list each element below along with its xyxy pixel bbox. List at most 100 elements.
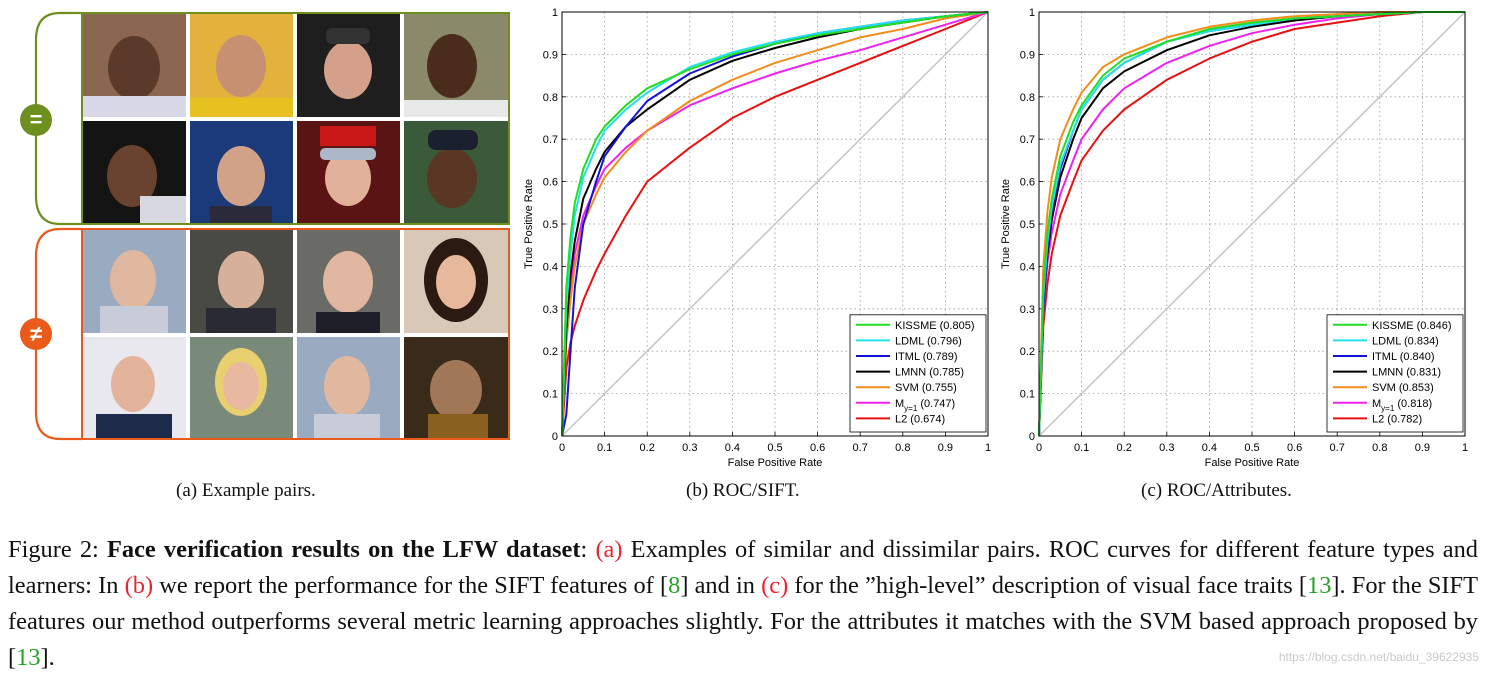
x-tick-label: 0 bbox=[1036, 442, 1042, 454]
y-axis-label: True Positive Rate bbox=[1000, 179, 1012, 269]
not-equal-sign-label: ≠ bbox=[30, 321, 42, 346]
legend-entry: LMNN (0.785) bbox=[895, 367, 964, 379]
roc-curve-6 bbox=[561, 11, 989, 437]
y-tick-label: 0.5 bbox=[1020, 219, 1035, 231]
y-tick-label: 0.4 bbox=[543, 261, 558, 273]
x-tick-label: 0.4 bbox=[725, 442, 740, 454]
caption-text-3: ] and in bbox=[680, 572, 762, 599]
roc-curve-4 bbox=[1038, 11, 1465, 437]
legend-entry: ITML (0.789) bbox=[895, 351, 958, 363]
face-photo bbox=[297, 121, 400, 223]
roc-curve-4 bbox=[561, 11, 989, 437]
x-tick-label: 0.8 bbox=[895, 442, 910, 454]
similar-group-frame bbox=[81, 12, 510, 225]
y-tick-label: 0.9 bbox=[1020, 49, 1035, 61]
x-tick-label: 0.9 bbox=[1415, 442, 1430, 454]
y-tick-label: 0.9 bbox=[543, 49, 558, 61]
x-tick-label: 0.6 bbox=[1287, 442, 1302, 454]
x-tick-label: 0.7 bbox=[853, 442, 868, 454]
not-equal-sign-icon bbox=[20, 318, 52, 350]
x-tick-label: 0.1 bbox=[1074, 442, 1089, 454]
roc-sift-chart: 0 0.1 0.2 0.3 0.4 0.5 0.6 0.7 0.8 0.9 1 0 0.1 0.2 0.3 0… bbox=[523, 7, 991, 469]
face-photo bbox=[190, 337, 293, 438]
roc-curve-0 bbox=[561, 11, 989, 437]
y-tick-label: 0.5 bbox=[543, 219, 558, 231]
equal-sign-icon bbox=[20, 104, 52, 136]
x-tick-label: 0.7 bbox=[1330, 442, 1345, 454]
citation-link-8[interactable]: 8 bbox=[668, 572, 681, 599]
y-tick-label: 0.2 bbox=[1020, 346, 1035, 358]
citation-link-13[interactable]: 13 bbox=[1307, 572, 1332, 599]
x-tick-label: 0.9 bbox=[938, 442, 953, 454]
figure-caption: Figure 2: Face verification results on t… bbox=[8, 532, 1478, 676]
face-photo bbox=[297, 337, 400, 438]
caption-text-5: ]. For the SIFT features our method outp… bbox=[8, 572, 1478, 671]
axes-frame bbox=[1038, 11, 1466, 437]
chance-diagonal bbox=[1038, 11, 1466, 437]
ref-link-c[interactable]: (c) bbox=[761, 572, 789, 599]
caption-text-4: for the ”high-level” description of visu… bbox=[788, 572, 1308, 599]
caption-text-2: we report the performance for the SIFT f… bbox=[153, 572, 669, 599]
roc-curve-5 bbox=[1038, 11, 1465, 437]
legend-entry: SVM (0.755) bbox=[895, 382, 957, 394]
face-photo bbox=[404, 14, 508, 117]
y-tick-label: 0.2 bbox=[543, 346, 558, 358]
caption-text-1: Examples of similar and dissimilar pairs… bbox=[8, 536, 1478, 599]
face-photo bbox=[190, 121, 293, 223]
dissimilar-group-frame bbox=[81, 228, 510, 440]
face-photo bbox=[83, 230, 186, 333]
caption-prefix: Figure 2: bbox=[8, 536, 107, 563]
x-tick-label: 0.2 bbox=[1117, 442, 1132, 454]
y-tick-label: 0 bbox=[552, 431, 558, 443]
face-photo bbox=[190, 230, 293, 333]
face-photo bbox=[404, 230, 508, 333]
legend-entry: SVM (0.853) bbox=[1372, 382, 1434, 394]
y-tick-label: 0.7 bbox=[543, 134, 558, 146]
equal-sign-label: = bbox=[30, 107, 43, 132]
chance-diagonal bbox=[561, 11, 989, 437]
x-tick-label: 0.5 bbox=[1244, 442, 1259, 454]
face-photo bbox=[83, 337, 186, 438]
legend-box bbox=[1326, 314, 1464, 433]
x-tick-label: 1 bbox=[1462, 442, 1468, 454]
legend-entry: KISSME (0.805) bbox=[895, 320, 974, 332]
axes-frame bbox=[561, 11, 989, 437]
face-photo bbox=[404, 121, 508, 223]
roc-curve-0 bbox=[1038, 11, 1465, 437]
y-tick-label: 1 bbox=[552, 7, 558, 19]
x-tick-label: 0.4 bbox=[1202, 442, 1217, 454]
example-pairs-figure: = ≠ bbox=[20, 11, 510, 441]
roc-curve-6 bbox=[1038, 11, 1465, 437]
roc-curve-1 bbox=[561, 11, 989, 437]
caption-panel-c: (c) ROC/Attributes. bbox=[1141, 480, 1292, 501]
face-photo bbox=[83, 121, 186, 223]
y-tick-label: 0.8 bbox=[1020, 92, 1035, 104]
ref-link-a[interactable]: (a) bbox=[595, 536, 623, 563]
caption-panel-a: (a) Example pairs. bbox=[176, 480, 316, 501]
y-tick-label: 0 bbox=[1029, 431, 1035, 443]
caption-colon: : bbox=[580, 536, 596, 563]
x-tick-label: 0.1 bbox=[597, 442, 612, 454]
face-photo bbox=[297, 14, 400, 117]
watermark: https://blog.csdn.net/baidu_39622935 bbox=[1278, 650, 1479, 664]
ref-link-b[interactable]: (b) bbox=[124, 572, 154, 599]
legend-entry: LDML (0.834) bbox=[1372, 335, 1439, 347]
legend-entry: KISSME (0.846) bbox=[1372, 320, 1451, 332]
x-axis-label: False Positive Rate bbox=[1205, 457, 1300, 469]
caption-panel-b: (b) ROC/SIFT. bbox=[686, 480, 800, 501]
y-tick-label: 0.7 bbox=[1020, 134, 1035, 146]
legend-entry: My=1 (0.747) bbox=[895, 398, 955, 413]
legend-box bbox=[849, 314, 987, 433]
x-tick-label: 0.3 bbox=[1159, 442, 1174, 454]
y-tick-label: 0.3 bbox=[1020, 304, 1035, 316]
y-tick-label: 0.8 bbox=[543, 92, 558, 104]
face-photo bbox=[190, 14, 293, 117]
y-tick-label: 0.6 bbox=[543, 177, 558, 189]
citation-link-13-second[interactable]: 13 bbox=[16, 644, 41, 671]
legend-entry: ITML (0.840) bbox=[1372, 351, 1435, 363]
y-tick-label: 0.4 bbox=[1020, 261, 1035, 273]
x-tick-label: 1 bbox=[985, 442, 991, 454]
y-axis-label: True Positive Rate bbox=[523, 179, 535, 269]
face-photo bbox=[297, 230, 400, 333]
y-tick-label: 0.1 bbox=[1020, 389, 1035, 401]
